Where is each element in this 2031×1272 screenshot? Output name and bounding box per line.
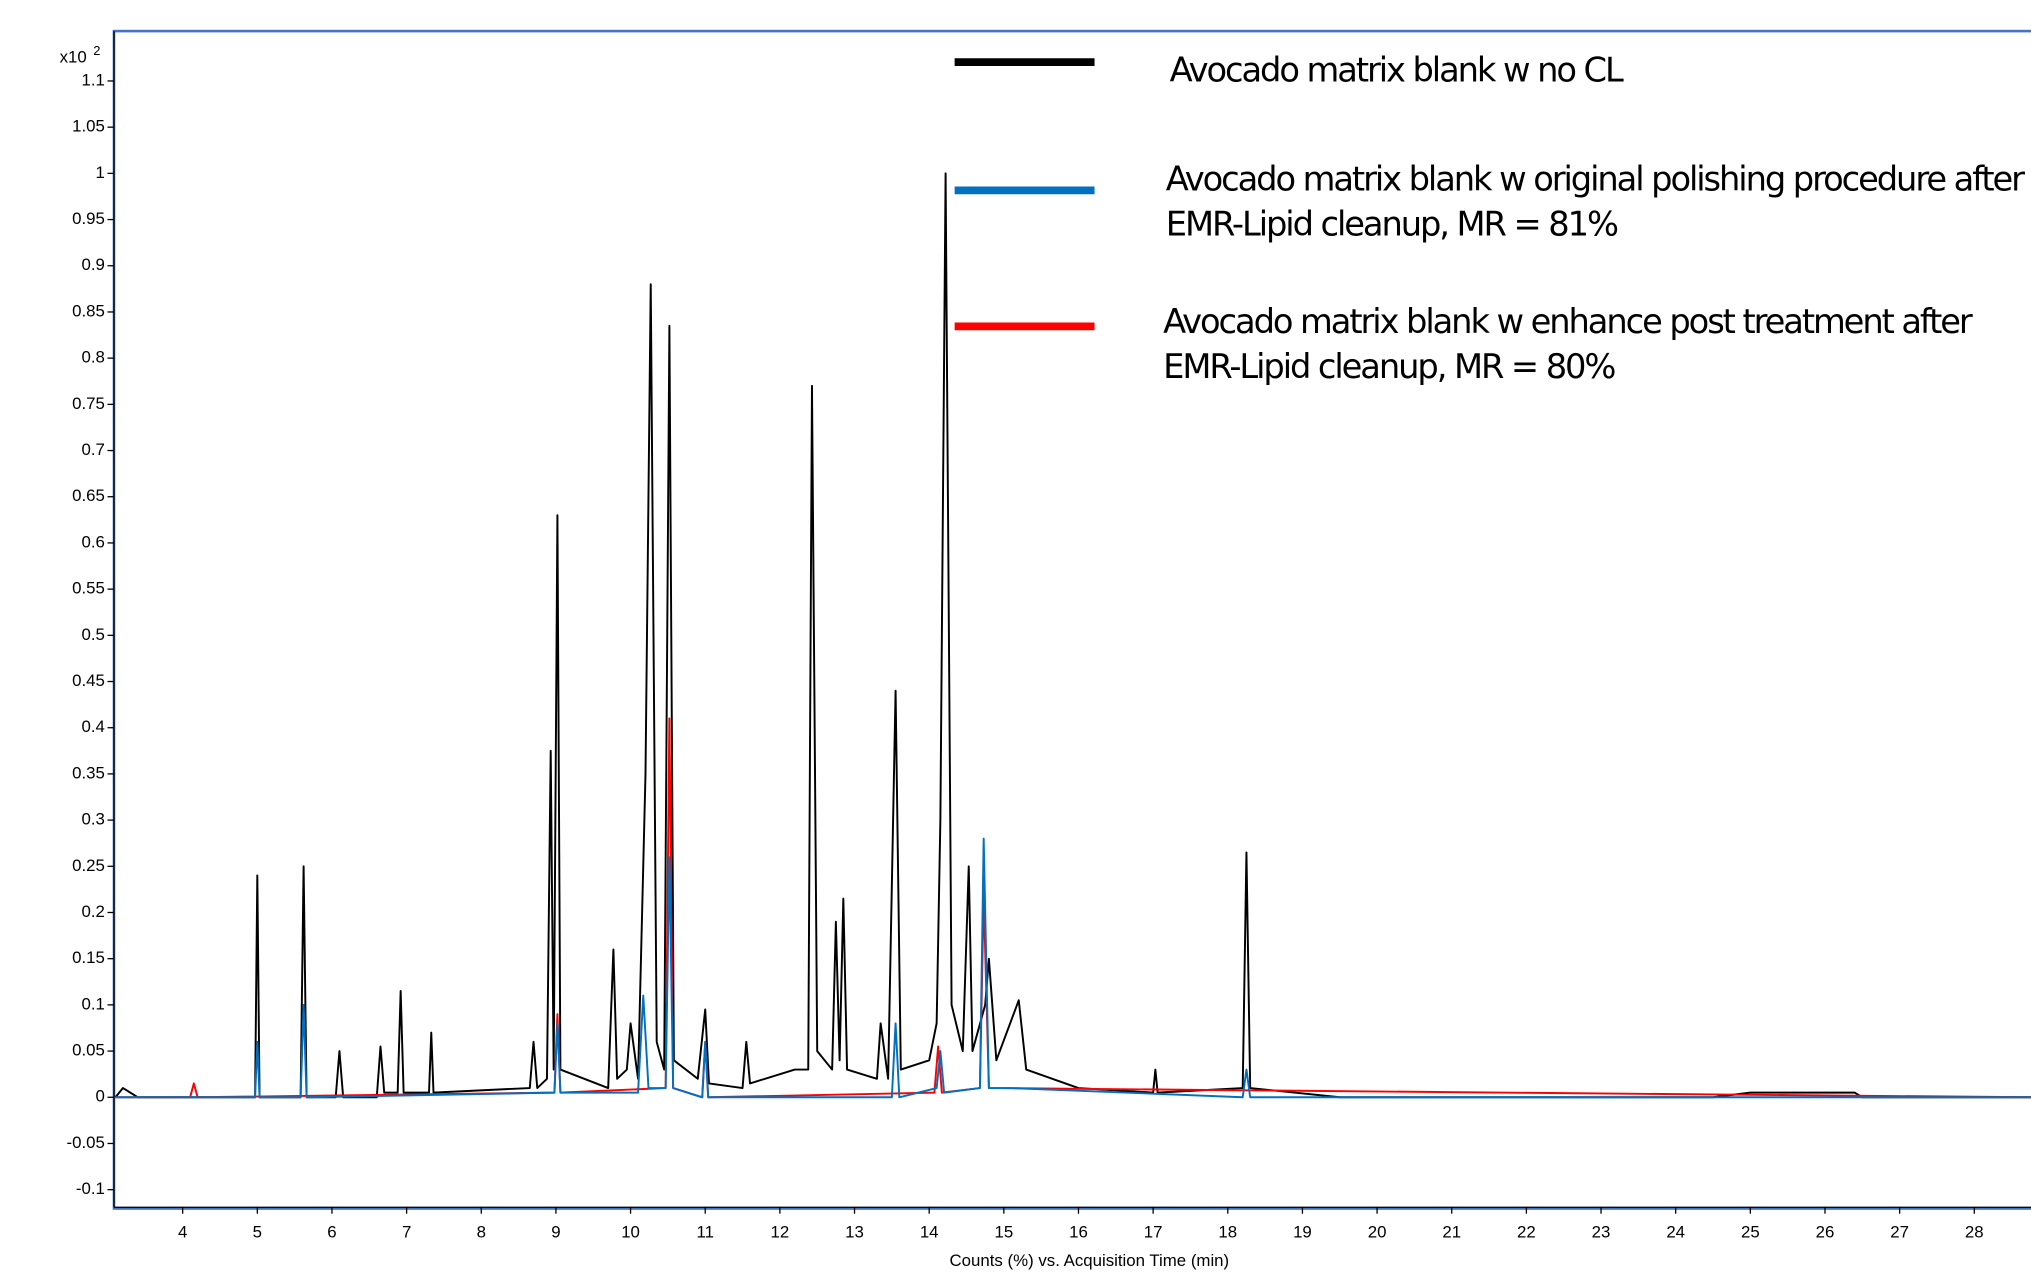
y-tick-label: 1	[96, 163, 105, 182]
x-tick-label: 17	[1144, 1223, 1163, 1242]
y-tick-label: 0.95	[72, 209, 105, 228]
x-tick-label: 24	[1666, 1223, 1685, 1242]
x-tick-label: 5	[253, 1223, 262, 1242]
y-tick-label: 0.7	[82, 440, 105, 459]
y-tick-label: 0.3	[82, 810, 105, 829]
y-tick-label: 0.9	[82, 255, 105, 274]
x-tick-label: 27	[1890, 1223, 1909, 1242]
x-tick-label: 15	[994, 1223, 1013, 1242]
y-tick-label: 1.1	[82, 70, 105, 89]
y-tick-label: 0.5	[82, 625, 105, 644]
x-tick-label: 23	[1592, 1223, 1611, 1242]
x-tick-label: 18	[1218, 1223, 1237, 1242]
y-tick-label: 0.8	[82, 348, 105, 367]
x-tick-label: 10	[621, 1223, 640, 1242]
x-axis-title: Counts (%) vs. Acquisition Time (min)	[950, 1251, 1230, 1270]
y-tick-label: 0	[96, 1087, 105, 1106]
y-tick-label: 0.85	[72, 301, 105, 320]
legend-label: Avocado matrix blank w enhance post trea…	[1163, 303, 1973, 388]
x-tick-label: 6	[327, 1223, 336, 1242]
y-tick-label: -0.05	[67, 1133, 105, 1152]
x-tick-label: 7	[402, 1223, 411, 1242]
x-tick-label: 26	[1816, 1223, 1835, 1242]
legend-label: Avocado matrix blank w no CL	[1169, 51, 1624, 91]
y-tick-label: 0.55	[72, 579, 105, 598]
x-tick-label: 28	[1965, 1223, 1984, 1242]
y-tick-label: 0.45	[72, 671, 105, 690]
y-tick-label: -0.1	[76, 1179, 105, 1198]
x-tick-label: 22	[1517, 1223, 1536, 1242]
x-tick-label: 8	[477, 1223, 486, 1242]
y-axis-exponent: 2	[93, 43, 100, 58]
x-tick-label: 9	[551, 1223, 560, 1242]
x-tick-label: 12	[771, 1223, 790, 1242]
y-tick-label: 0.75	[72, 394, 105, 413]
y-tick-label: 0.2	[82, 902, 105, 921]
x-tick-label: 25	[1741, 1223, 1760, 1242]
y-tick-label: 0.4	[82, 717, 105, 736]
x-tick-label: 21	[1442, 1223, 1461, 1242]
legend-label: Avocado matrix blank w original polishin…	[1165, 160, 2025, 245]
y-tick-label: 0.35	[72, 763, 105, 782]
x-tick-label: 4	[178, 1223, 187, 1242]
y-tick-label: 0.6	[82, 532, 105, 551]
x-tick-label: 16	[1069, 1223, 1088, 1242]
y-tick-label: 0.15	[72, 948, 105, 967]
y-tick-label: 0.05	[72, 1041, 105, 1060]
y-tick-label: 0.65	[72, 486, 105, 505]
series-line	[114, 172, 2031, 1099]
x-tick-label: 20	[1368, 1223, 1387, 1242]
series-line	[115, 837, 2031, 1099]
y-tick-label: 1.05	[72, 117, 105, 136]
y-tick-label: 0.1	[82, 994, 105, 1013]
x-tick-label: 11	[696, 1223, 713, 1242]
x-tick-label: 19	[1293, 1223, 1312, 1242]
x-tick-label: 13	[845, 1223, 864, 1242]
x-tick-label: 14	[920, 1223, 939, 1242]
y-tick-label: 0.25	[72, 856, 105, 875]
y-axis-prefix: x10	[60, 48, 87, 67]
